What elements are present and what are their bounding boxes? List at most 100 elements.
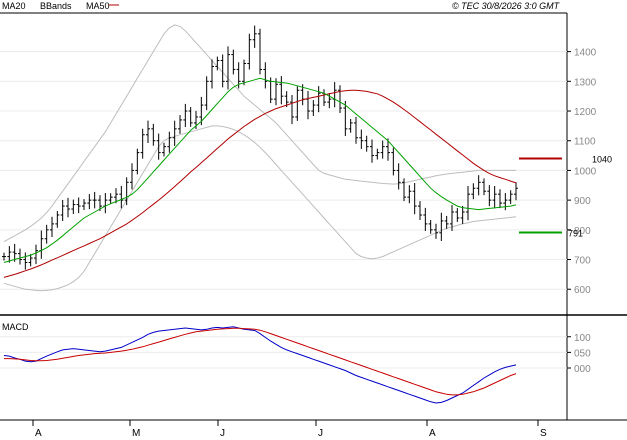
legend-bbands: BBands xyxy=(40,1,72,11)
annotation-label: 1040 xyxy=(592,155,612,165)
ohlc-bar xyxy=(188,107,193,127)
ohlc-bar xyxy=(306,90,310,120)
ohlc-bar xyxy=(210,59,214,89)
ohlc-bar xyxy=(423,207,428,232)
ohlc-bar xyxy=(348,118,353,133)
copyright: © TEC 30/8/2026 3:0 GMT xyxy=(452,1,561,11)
ohlc-bar xyxy=(199,96,204,126)
legend-ma20: MA20 xyxy=(2,1,26,11)
ohlc-bar xyxy=(12,243,17,262)
ohlc-bar xyxy=(284,91,289,108)
ohlc-bar xyxy=(82,199,86,210)
ohlc-bar xyxy=(60,200,65,222)
ohlc-bar xyxy=(98,195,102,212)
ohlc-bar xyxy=(247,33,252,70)
ohlc-bar xyxy=(514,182,518,201)
ohlc-bar xyxy=(146,120,150,143)
annotation-label: 791 xyxy=(568,229,583,239)
ohlc-bar xyxy=(263,62,268,89)
ohlc-bar xyxy=(252,25,257,48)
ohlc-bar xyxy=(2,252,6,261)
price-y-axis: 600 700 800 900 1000 1100 1200 1300 1400 xyxy=(567,48,597,296)
y-tick-label: 700 xyxy=(574,256,591,267)
x-tick-label: A xyxy=(35,428,42,439)
ohlc-bar xyxy=(386,138,390,161)
ohlc-bar xyxy=(508,190,513,205)
ohlc-bar xyxy=(18,248,22,265)
ohlc-bar xyxy=(476,175,481,196)
ohlc-bar xyxy=(135,148,140,175)
ohlc-bar xyxy=(55,211,60,228)
y-tick-label: 600 xyxy=(574,285,591,296)
ohlc-bar xyxy=(140,128,145,159)
x-tick-label: M xyxy=(132,428,140,439)
ohlc-bar xyxy=(87,194,92,210)
ohlc-bar xyxy=(466,185,470,221)
ohlc-bar xyxy=(311,100,316,117)
ohlc-bar xyxy=(162,142,166,157)
x-tick-label: J xyxy=(318,428,323,439)
ohlc-bar xyxy=(375,148,380,160)
ohlc-bar xyxy=(7,246,12,263)
y-tick-label: 1000 xyxy=(574,166,597,177)
ohlc-bar xyxy=(76,197,81,214)
ohlc-bar xyxy=(204,76,209,111)
ohlc-bar xyxy=(103,193,108,214)
y-tick-label: 900 xyxy=(574,196,591,207)
ohlc-bars xyxy=(2,25,518,270)
macd-line xyxy=(3,326,517,404)
ohlc-bar xyxy=(28,254,33,267)
ohlc-bar xyxy=(455,208,460,222)
ohlc-bar xyxy=(290,94,294,125)
macd-y-tick-label: 100 xyxy=(574,333,591,344)
ohlc-bar xyxy=(498,189,502,209)
ohlc-bar xyxy=(108,193,113,205)
ohlc-bar xyxy=(359,129,364,149)
ohlc-bar xyxy=(242,59,246,86)
ohlc-bar xyxy=(412,183,417,215)
bollinger-bands xyxy=(3,24,517,292)
ohlc-bar xyxy=(322,89,326,107)
macd-signal-line xyxy=(4,327,517,396)
bbands-lower-line xyxy=(3,125,517,292)
ohlc-bar xyxy=(71,199,76,215)
ohlc-bar xyxy=(460,205,465,225)
y-tick-label: 1300 xyxy=(574,77,597,88)
bbands-upper-line xyxy=(3,24,516,243)
ohlc-bar xyxy=(380,140,385,159)
x-tick-label: A xyxy=(429,428,436,439)
ohlc-bar xyxy=(396,163,401,190)
ohlc-bar xyxy=(119,185,124,209)
ohlc-bar xyxy=(178,114,182,134)
ohlc-bar xyxy=(316,86,321,113)
ohlc-bar xyxy=(124,177,129,206)
ohlc-bar xyxy=(23,252,28,270)
ohlc-bar xyxy=(39,230,44,259)
ohlc-bar xyxy=(402,178,406,202)
ohlc-bar xyxy=(172,120,177,146)
legend-ma50: MA50 xyxy=(86,1,110,11)
ma20-line xyxy=(3,77,517,263)
price-grid xyxy=(0,51,567,290)
y-tick-label: 1400 xyxy=(574,48,597,59)
macd-y-axis: 000 050 100 xyxy=(0,333,591,375)
ohlc-bar xyxy=(279,76,284,105)
ohlc-bar xyxy=(492,185,497,209)
ohlc-bar xyxy=(327,93,332,109)
ohlc-bar xyxy=(50,216,54,237)
ohlc-bar xyxy=(338,85,342,114)
ohlc-bar xyxy=(34,244,38,265)
ma50-line xyxy=(3,89,517,278)
ohlc-bar xyxy=(428,219,433,234)
y-tick-label: 1200 xyxy=(574,107,597,118)
ohlc-bar xyxy=(44,224,49,244)
ohlc-bar xyxy=(354,116,358,144)
ohlc-bar xyxy=(434,223,438,239)
ohlc-bar xyxy=(226,46,230,90)
ohlc-bar xyxy=(391,147,396,176)
ohlc-bar xyxy=(471,183,476,200)
ohlc-bar xyxy=(114,188,118,204)
macd-title: MACD xyxy=(2,322,29,332)
